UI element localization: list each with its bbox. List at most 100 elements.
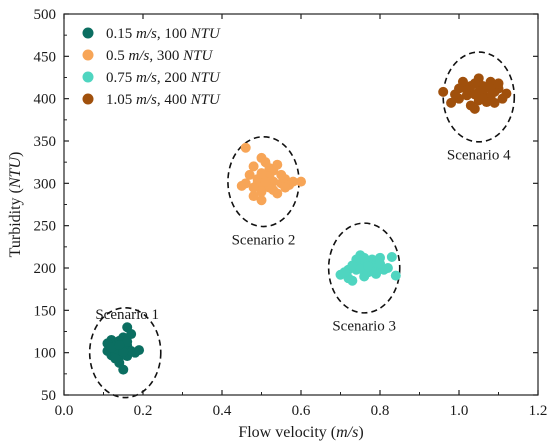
- series-4-point: [489, 97, 500, 108]
- legend-value: , 400: [157, 92, 191, 108]
- legend-unit: m/s: [136, 70, 157, 86]
- scenario-label-4: Scenario 4: [447, 148, 511, 164]
- x-tick-label: 0.8: [371, 403, 390, 419]
- legend-value: 1.05: [106, 92, 136, 108]
- legend-unit: NTU: [190, 92, 221, 108]
- x-axis-title-main: Flow velocity (: [238, 424, 336, 441]
- x-tick-label: 0.4: [213, 403, 232, 419]
- legend-unit: m/s: [136, 26, 157, 42]
- y-tick-label: 500: [34, 7, 57, 23]
- legend-unit: NTU: [182, 48, 213, 64]
- series-3-point: [386, 251, 397, 262]
- plot-area: Scenario 1 Scenario 2 Scenario 3 Scenario 4: [88, 51, 516, 399]
- legend-value: 0.75: [106, 70, 136, 86]
- scenario-label-2: Scenario 2: [232, 232, 296, 248]
- legend-label-1: 0.15 m/s, 100 NTU: [106, 26, 221, 42]
- series-1-point: [118, 364, 129, 375]
- series-2-point: [256, 168, 267, 179]
- scenario-circle-3: [327, 222, 401, 314]
- axes: 0.0 0.2 0.4 0.6 0.8 1.0 1.2 50 100 150 200 250 300 35…: [34, 7, 548, 419]
- series-2-point: [296, 176, 306, 187]
- y-tick-label: 150: [34, 303, 57, 319]
- series-4-point: [493, 78, 504, 89]
- y-axis-title-unit: NTU: [7, 156, 24, 190]
- y-axis-title-close: ): [7, 152, 24, 157]
- series-4-point: [461, 90, 472, 101]
- series-3-point: [359, 252, 370, 263]
- y-tick-label: 350: [34, 134, 57, 150]
- series-4-point: [438, 86, 449, 97]
- legend-marker-1: [82, 27, 94, 39]
- series-4-point: [497, 93, 508, 104]
- series-3-point: [359, 271, 370, 282]
- series-4-point: [485, 83, 496, 94]
- legend-value: 0.5: [106, 48, 129, 64]
- series-2-point: [276, 169, 287, 180]
- legend-unit: NTU: [190, 70, 221, 86]
- series-3-point: [375, 258, 385, 269]
- y-tick-label: 450: [34, 49, 57, 65]
- y-tick-label: 50: [41, 388, 56, 404]
- legend-marker-3: [82, 71, 94, 83]
- series-2-point: [244, 169, 255, 180]
- series-1-point: [126, 345, 137, 356]
- series-2-point: [248, 182, 259, 193]
- series-3-point: [339, 267, 350, 278]
- legend-value: , 100: [157, 26, 191, 42]
- legend-marker-2: [82, 49, 94, 61]
- x-tick-label: 0.2: [134, 403, 153, 419]
- y-tick-label: 400: [34, 92, 57, 108]
- scenario-circle-1: [88, 306, 162, 399]
- legend-unit: m/s: [136, 92, 157, 108]
- x-tick-label: 1.0: [450, 403, 469, 419]
- series-3-point: [390, 270, 401, 281]
- legend-value: 0.15: [106, 26, 136, 42]
- series-2-point: [256, 186, 267, 197]
- x-axis-title-close: ): [358, 424, 363, 441]
- scenario-circle-4: [442, 51, 516, 143]
- series-3-point: [355, 263, 366, 274]
- legend-unit: m/s: [129, 48, 150, 64]
- series-2-point: [260, 157, 271, 168]
- legend-marker-4: [82, 93, 94, 105]
- scenario-label-1: Scenario 1: [95, 307, 159, 323]
- series-2-point: [272, 159, 283, 170]
- series-1-point: [122, 336, 133, 347]
- series-3-point: [347, 260, 358, 271]
- series-4-point: [469, 78, 480, 89]
- series-4-point: [450, 89, 461, 100]
- series-1-point: [114, 340, 125, 351]
- series-1-point: [110, 353, 121, 364]
- series-2-point: [256, 195, 267, 206]
- x-tick-label: 0.6: [292, 403, 311, 419]
- scenario-label-3: Scenario 3: [332, 319, 396, 335]
- legend-label-3: 0.75 m/s, 200 NTU: [106, 70, 221, 86]
- series-3-point: [382, 263, 393, 273]
- x-axis-title-unit: m/s: [336, 424, 358, 441]
- series-4-point: [446, 97, 457, 108]
- series-1-point: [106, 342, 117, 353]
- series-2-point: [268, 185, 279, 196]
- legend-value: , 300: [149, 48, 183, 64]
- series-1-point: [122, 322, 133, 333]
- series-4-point: [477, 93, 488, 104]
- legend-label-2: 0.5 m/s, 300 NTU: [106, 48, 213, 64]
- legend-value: , 200: [157, 70, 191, 86]
- series-1-point: [134, 345, 145, 356]
- x-tick-label: 0.0: [55, 403, 74, 419]
- y-axis-title-main: Turbidity (: [7, 188, 24, 257]
- y-axis-title: Turbidity (NTU): [7, 152, 24, 258]
- series-2-point: [248, 161, 259, 172]
- series-3-point: [363, 261, 374, 272]
- y-tick-label: 200: [34, 261, 57, 277]
- series-2-point: [260, 176, 271, 187]
- y-tick-label: 100: [34, 346, 57, 362]
- series-4-point: [469, 103, 480, 114]
- x-axis-title: Flow velocity (m/s): [238, 424, 363, 441]
- x-tick-label: 1.2: [529, 403, 548, 419]
- legend-unit: NTU: [190, 26, 221, 42]
- y-tick-label: 300: [34, 176, 57, 192]
- y-tick-label: 250: [34, 219, 57, 235]
